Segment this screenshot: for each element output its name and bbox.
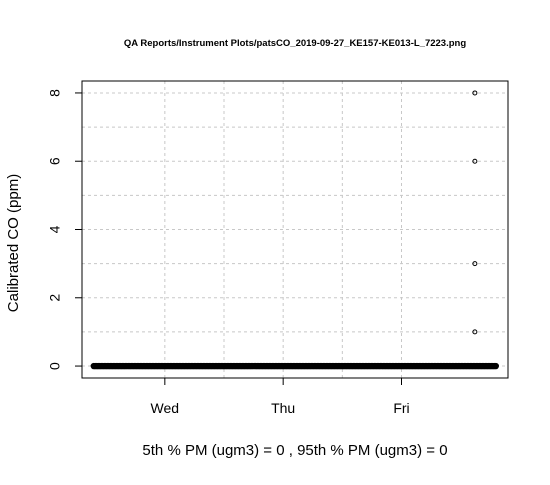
- data-point: [472, 158, 478, 164]
- y-tick-label: 2: [47, 294, 63, 302]
- data-point: [472, 90, 478, 96]
- y-tick-label: 8: [47, 89, 63, 97]
- y-axis: 0 2 4 6 8: [47, 89, 83, 370]
- x-tick-label: Fri: [393, 400, 409, 416]
- baseline-point: [492, 362, 499, 370]
- y-axis-label: Calibrated CO (ppm): [5, 174, 22, 312]
- x-tick-label: Wed: [151, 400, 180, 416]
- x-axis-label: 5th % PM (ugm3) = 0 , 95th % PM (ugm3) =…: [142, 442, 447, 459]
- y-tick-label: 4: [47, 225, 63, 233]
- x-axis: Wed Thu Fri: [151, 378, 410, 416]
- chart-title: QA Reports/Instrument Plots/patsCO_2019-…: [124, 38, 466, 49]
- data-point: [472, 261, 478, 267]
- x-tick-label: Thu: [271, 400, 295, 416]
- grid: [82, 81, 508, 378]
- y-tick-label: 6: [47, 157, 63, 165]
- series: [90, 90, 499, 370]
- y-tick-label: 0: [47, 362, 63, 370]
- data-point: [472, 329, 478, 335]
